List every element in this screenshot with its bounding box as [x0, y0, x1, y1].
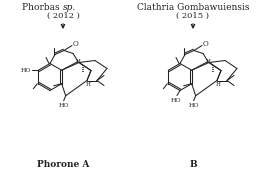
Text: B: B	[189, 160, 197, 169]
Text: sp.: sp.	[63, 3, 76, 12]
Text: Clathria Gombawuiensis: Clathria Gombawuiensis	[137, 3, 249, 12]
Text: H: H	[86, 83, 90, 88]
Text: O: O	[203, 40, 209, 49]
Text: HO: HO	[58, 103, 69, 108]
Text: Phorone A: Phorone A	[37, 160, 89, 169]
Text: HO: HO	[21, 68, 31, 73]
Text: H: H	[206, 59, 210, 64]
Text: ( 2012 ): ( 2012 )	[47, 12, 79, 20]
Text: Phorbas: Phorbas	[23, 3, 63, 12]
Text: O: O	[73, 40, 79, 49]
Text: ( 2015 ): ( 2015 )	[177, 12, 209, 20]
Text: H: H	[216, 83, 221, 88]
Text: H: H	[76, 59, 80, 64]
Text: HO: HO	[171, 98, 181, 102]
Text: HO: HO	[188, 103, 199, 108]
